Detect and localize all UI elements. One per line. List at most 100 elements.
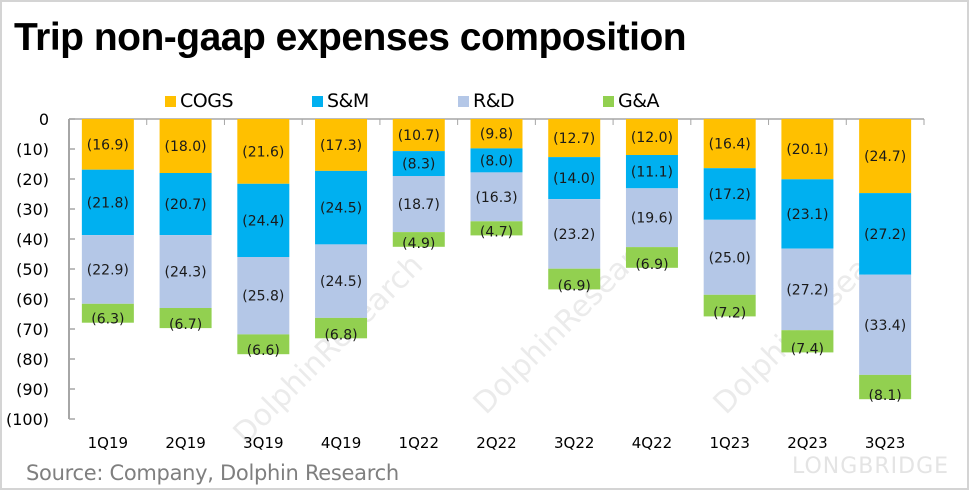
bar-segment-sm [315,170,368,245]
data-label: (9.8) [480,127,513,143]
bar-segment-rd [315,244,368,318]
bar-segment-sm [625,155,678,189]
legend-swatch-cogs [165,95,176,107]
y-tick-label: (90) [16,380,49,399]
bar-segment-ga [781,330,834,353]
bar-segment-cogs [392,119,445,152]
data-label: (33.4) [864,318,906,334]
data-label: (14.0) [553,171,595,187]
x-tick-label: 1Q23 [709,434,749,452]
bar-segment-rd [159,235,212,308]
legend-label-cogs: COGS [180,90,234,112]
data-label: (23.1) [786,207,828,223]
y-tick-label: 0 [39,110,49,129]
bar-segment-ga [625,247,678,268]
data-labels: (16.9) (21.8) (22.9) (6.3) (18.0) (20.7) (24.3… [87,127,906,405]
y-tick-label: (30) [16,200,49,219]
bar-segment-ga [315,317,368,339]
data-label: (21.8) [87,195,129,211]
y-tick-label: (20) [16,170,49,189]
data-label: (20.7) [165,197,207,213]
bar-segment-ga [81,303,134,323]
data-label: (4.7) [480,224,513,240]
bar-segment-sm [859,193,912,275]
data-label: (24.5) [320,201,362,217]
legend-item-cogs: COGS [165,90,234,112]
bar-segment-ga [470,221,523,236]
data-label: (10.7) [398,128,440,144]
legend-label-rd: R&D [473,90,515,112]
legend: COGS S&M R&D G&A [2,90,967,114]
bar-segment-rd [625,188,678,248]
bar-segment-cogs [548,119,601,158]
bar-segment-rd [237,257,290,335]
bar-segment-ga [237,334,290,355]
bar-segment-cogs [315,119,368,171]
data-label: (27.2) [786,282,828,298]
bar-segment-sm [159,173,212,236]
x-tick-label: 4Q22 [632,434,672,452]
x-tick-label: 3Q23 [865,434,905,452]
bar-segment-rd [859,274,912,375]
y-tick-label: (10) [16,140,49,159]
bar-segment-rd [781,248,834,331]
data-label: (19.6) [631,211,673,227]
x-tick-label: 2Q22 [476,434,516,452]
data-label: (24.7) [864,149,906,165]
data-label: (25.0) [709,250,751,266]
bar-segment-sm [548,157,601,200]
bar-segment-ga [548,268,601,290]
bar-segment-cogs [859,119,912,194]
data-label: (23.2) [553,227,595,243]
data-label: (8.0) [480,153,513,169]
legend-item-ga: G&A [603,90,660,112]
data-label: (25.8) [242,289,284,305]
data-label: (16.9) [87,137,129,153]
x-tick-label: 2Q19 [165,434,205,452]
data-label: (12.0) [631,130,673,146]
bar-segment-cogs [781,119,834,180]
x-tick-label: 1Q19 [88,434,128,452]
y-tick-label: (60) [16,290,49,309]
legend-swatch-sm [312,95,323,107]
x-tick-label: 3Q22 [554,434,594,452]
data-label: (17.3) [320,138,362,154]
data-label: (18.0) [165,139,207,155]
axes: 0 (10) (20) (30) (40) (50) (60) (70) (80) (90) (10… [6,110,925,452]
data-label: (20.1) [786,142,828,158]
legend-item-sm: S&M [312,90,369,112]
bar-segment-ga [392,232,445,247]
data-label: (16.4) [709,137,751,153]
bar-segment-cogs [81,119,134,170]
bar-segment-rd [470,172,523,222]
source-note: Source: Company, Dolphin Research [26,461,399,485]
data-label: (22.9) [87,262,129,278]
data-label: (27.2) [864,227,906,243]
y-tick-label: (70) [16,320,49,339]
bar-segment-ga [703,294,756,317]
data-label: (18.7) [398,197,440,213]
bar-segment-sm [392,151,445,176]
bar-segment-rd [703,219,756,295]
y-tick-label: (100) [6,410,49,429]
x-tick-label: 2Q23 [787,434,827,452]
data-label: (24.4) [242,213,284,229]
data-label: (6.9) [635,257,668,273]
bar-segment-sm [470,148,523,173]
x-tick-label: 4Q19 [321,434,361,452]
data-label: (8.3) [402,157,435,173]
data-label: (6.9) [558,278,591,294]
bar-segment-cogs [237,119,290,184]
legend-swatch-rd [458,95,469,107]
bar-segment-ga [859,374,912,400]
legend-label-ga: G&A [618,90,660,112]
bar-segment-sm [781,179,834,249]
legend-label-sm: S&M [327,90,369,112]
data-label: (11.1) [631,165,673,181]
data-label: (7.2) [713,305,746,321]
data-label: (24.5) [320,274,362,290]
y-tick-label: (80) [16,350,49,369]
bar-segment-rd [81,235,134,304]
bar-segment-cogs [703,119,756,169]
